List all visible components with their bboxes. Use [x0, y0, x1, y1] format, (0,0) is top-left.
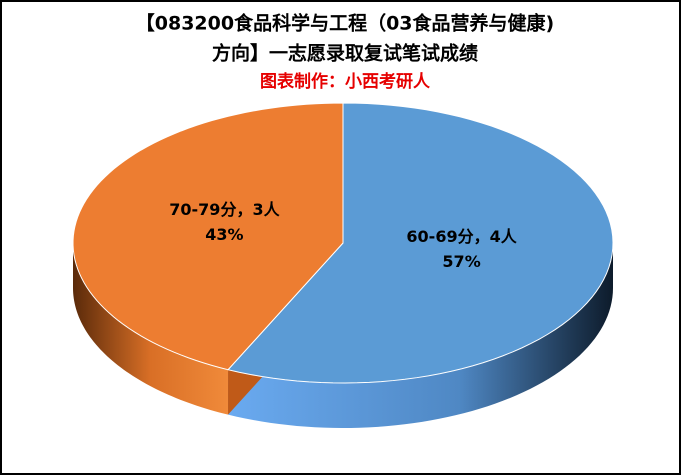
chart-title: 【083200食品科学与工程（03食品营养与健康) — [136, 12, 554, 35]
slice-side — [228, 243, 613, 428]
slice-label: 70-79分，3人 — [169, 200, 280, 219]
slice-side — [73, 243, 229, 415]
slice-percent: 57% — [442, 252, 480, 271]
chart-title: 方向】一志愿录取复试笔试成绩 — [212, 42, 478, 65]
slice — [72, 102, 344, 371]
slice-label: 60-69分，4人 — [406, 227, 517, 246]
chart-subtitle: 图表制作：小西考研人 — [260, 71, 431, 92]
slice — [227, 102, 614, 384]
slice-percent: 43% — [205, 225, 243, 244]
